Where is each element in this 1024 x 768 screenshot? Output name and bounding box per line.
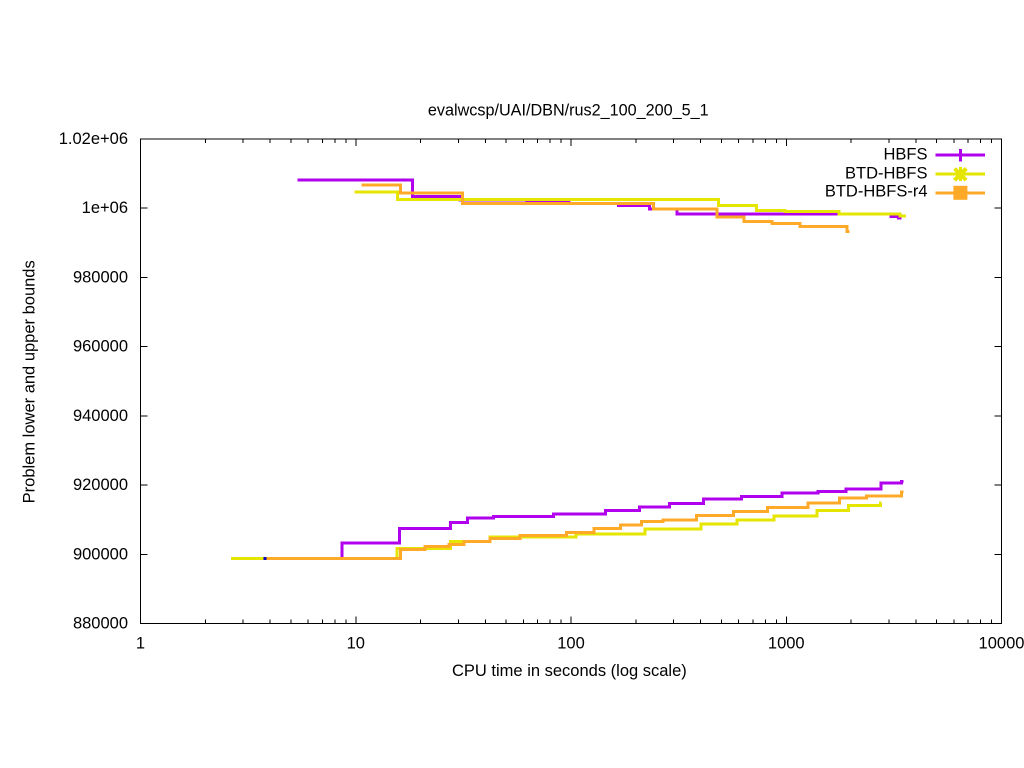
svg-text:1: 1 <box>136 634 145 652</box>
svg-text:920000: 920000 <box>73 476 128 494</box>
svg-text:1000: 1000 <box>768 634 805 652</box>
svg-text:BTD-HBFS-r4: BTD-HBFS-r4 <box>825 182 928 200</box>
svg-text:10: 10 <box>347 634 365 652</box>
svg-text:HBFS: HBFS <box>883 146 927 164</box>
svg-text:10000: 10000 <box>979 634 1024 652</box>
svg-text:evalwcsp/UAI/DBN/rus2_100_200_: evalwcsp/UAI/DBN/rus2_100_200_5_1 <box>428 101 709 119</box>
svg-text:Problem lower and upper bounds: Problem lower and upper bounds <box>21 260 39 503</box>
svg-text:980000: 980000 <box>73 268 128 286</box>
svg-text:880000: 880000 <box>73 615 128 633</box>
svg-text:1e+06: 1e+06 <box>82 199 128 217</box>
svg-text:1.02e+06: 1.02e+06 <box>59 130 128 148</box>
svg-text:CPU time in seconds (log scale: CPU time in seconds (log scale) <box>452 662 687 680</box>
svg-text:BTD-HBFS: BTD-HBFS <box>845 164 928 182</box>
svg-text:100: 100 <box>557 634 585 652</box>
svg-text:900000: 900000 <box>73 545 128 563</box>
svg-text:940000: 940000 <box>73 407 128 425</box>
svg-text:960000: 960000 <box>73 338 128 356</box>
